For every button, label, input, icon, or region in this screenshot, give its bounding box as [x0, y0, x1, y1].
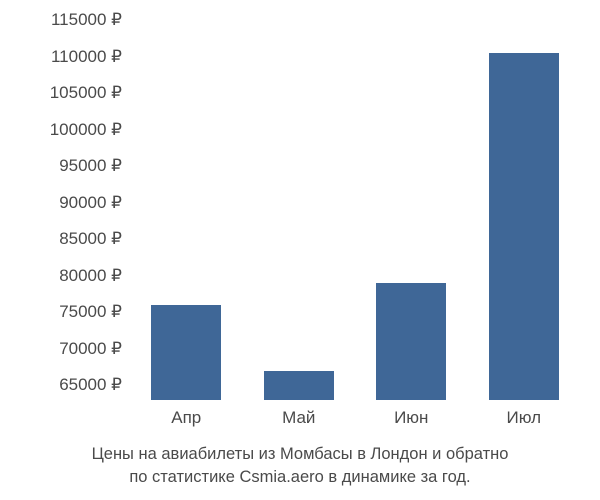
- y-tick-label: 95000 ₽: [59, 156, 122, 176]
- x-axis: Апр Май Июн Июл: [130, 408, 580, 438]
- plot-area: [130, 20, 580, 400]
- y-tick-label: 75000 ₽: [59, 302, 122, 322]
- y-tick-label: 65000 ₽: [59, 375, 122, 395]
- y-tick-label: 105000 ₽: [50, 83, 122, 103]
- bar: [489, 53, 559, 400]
- y-tick-label: 80000 ₽: [59, 266, 122, 286]
- caption-line-2: по статистике Csmia.aero в динамике за г…: [129, 468, 470, 486]
- chart-container: 65000 ₽ 70000 ₽ 75000 ₽ 80000 ₽ 85000 ₽ 90000…: [20, 20, 580, 440]
- y-tick-label: 70000 ₽: [59, 339, 122, 359]
- x-tick-label: Июн: [394, 408, 428, 428]
- x-tick-label: Апр: [171, 408, 201, 428]
- y-tick-label: 85000 ₽: [59, 229, 122, 249]
- y-tick-label: 100000 ₽: [50, 120, 122, 140]
- bar: [264, 371, 334, 400]
- y-axis: 65000 ₽ 70000 ₽ 75000 ₽ 80000 ₽ 85000 ₽ 90000…: [20, 20, 130, 400]
- y-tick-label: 110000 ₽: [51, 47, 122, 67]
- caption-line-1: Цены на авиабилеты из Момбасы в Лондон и…: [92, 445, 509, 463]
- x-tick-label: Июл: [506, 408, 541, 428]
- y-tick-label: 90000 ₽: [59, 193, 122, 213]
- chart-caption: Цены на авиабилеты из Момбасы в Лондон и…: [0, 443, 600, 488]
- y-tick-label: 115000 ₽: [51, 10, 122, 30]
- bar: [151, 305, 221, 400]
- x-tick-label: Май: [282, 408, 315, 428]
- bar: [376, 283, 446, 400]
